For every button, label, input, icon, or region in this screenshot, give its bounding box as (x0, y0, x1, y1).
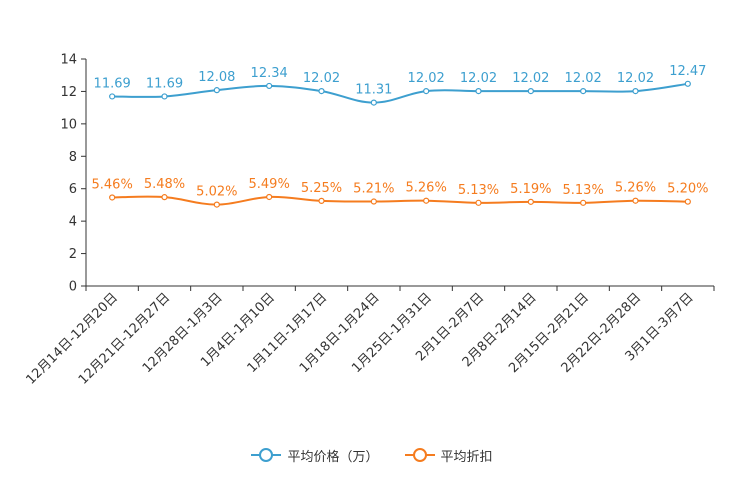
series-layer: 11.69 11.69 12.08 12.34 12.02 11.31 12.02 12.02… (92, 64, 708, 208)
data-point (684, 198, 691, 205)
series-line (112, 82, 688, 104)
legend-dot (412, 448, 427, 462)
data-label: 5.46% (92, 177, 133, 192)
legend: 平均价格（万） 平均折扣 (0, 444, 744, 466)
data-label: 5.49% (249, 177, 290, 192)
data-label: 12.08 (198, 70, 235, 85)
data-label: 5.20% (667, 182, 708, 197)
data-point (266, 193, 273, 201)
data-point (161, 93, 168, 100)
legend-label-discount: 平均折扣 (440, 449, 493, 465)
data-label: 5.19% (510, 182, 551, 197)
x-tick-label: 12月14日-12月20日 (24, 290, 121, 387)
data-label: 5.26% (406, 181, 447, 196)
data-label: 5.26% (615, 181, 656, 196)
data-point (475, 88, 482, 95)
data-label: 5.48% (144, 177, 185, 192)
data-label: 12.02 (408, 71, 445, 86)
data-point (527, 88, 534, 95)
y-tick-label: 2 (69, 247, 77, 262)
legend-marker-discount-icon (404, 448, 435, 462)
legend-item-price[interactable]: 平均价格（万） (251, 446, 379, 465)
y-tick-label: 8 (69, 150, 77, 165)
data-label: 5.13% (563, 183, 604, 198)
data-label: 5.25% (301, 181, 342, 196)
x-tick-label: 12月21日-12月27日 (76, 290, 173, 387)
data-point (423, 88, 430, 95)
data-point (370, 198, 377, 205)
data-point (580, 199, 587, 206)
data-label: 11.69 (94, 76, 131, 91)
y-tick-label: 6 (69, 182, 77, 197)
series-1: 11.69 11.69 12.08 12.34 12.02 11.31 12.02 12.02… (94, 64, 706, 106)
data-point (527, 198, 534, 205)
y-axis-ticks: 0 2 4 6 8 10 12 14 (60, 53, 86, 295)
data-point (318, 88, 325, 95)
data-label: 5.02% (196, 185, 237, 200)
y-tick-label: 12 (60, 85, 77, 100)
data-label: 12.02 (512, 71, 549, 86)
data-point (213, 201, 220, 208)
data-label: 12.02 (617, 71, 654, 86)
y-tick-label: 4 (69, 215, 77, 230)
y-tick-label: 0 (69, 280, 77, 295)
data-point (109, 194, 116, 201)
data-point (632, 197, 639, 204)
data-point (370, 99, 377, 106)
data-point (632, 88, 639, 95)
data-point (423, 197, 430, 204)
axes (85, 59, 714, 287)
data-label: 12.34 (251, 66, 288, 81)
data-label: 12.47 (669, 64, 706, 79)
x-axis-ticks: 12月14日-12月20日12月21日-12月27日12月28日-1月3日1月4… (24, 286, 715, 388)
data-point (684, 80, 691, 87)
y-tick-label: 14 (60, 53, 77, 68)
legend-marker-price-icon (251, 448, 282, 462)
data-point (475, 199, 482, 206)
data-label: 12.02 (460, 71, 497, 86)
data-label: 12.02 (303, 71, 340, 86)
data-label: 5.21% (353, 182, 394, 197)
data-label: 12.02 (565, 71, 602, 86)
data-point (580, 88, 587, 95)
data-point (266, 82, 273, 90)
data-point (109, 93, 116, 100)
data-point (318, 197, 325, 204)
data-point (161, 194, 168, 201)
legend-dot (259, 448, 274, 462)
data-label: 11.31 (355, 83, 392, 98)
legend-item-discount[interactable]: 平均折扣 (404, 446, 493, 465)
y-tick-label: 10 (60, 117, 77, 132)
series-2: 5.46% 5.48% 5.02% 5.49% 5.25% 5.21% 5.26% 5.13%… (92, 177, 708, 208)
data-label: 11.69 (146, 76, 183, 91)
data-point (213, 87, 220, 94)
series-line (112, 195, 688, 206)
legend-label-price: 平均价格（万） (287, 449, 379, 465)
data-label: 5.13% (458, 183, 499, 198)
